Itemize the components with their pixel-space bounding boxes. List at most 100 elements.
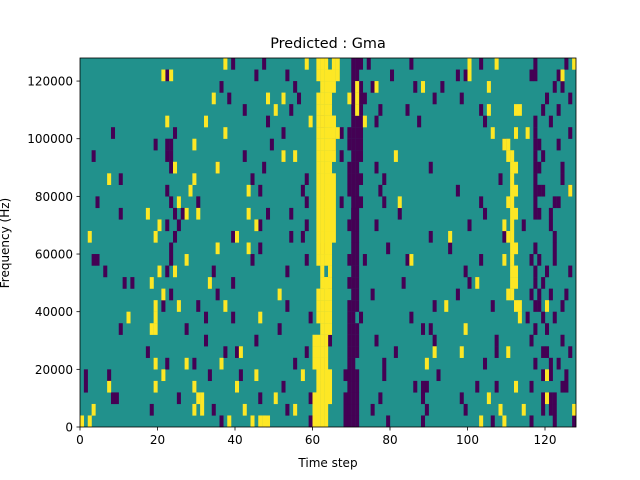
- heatmap-cell-high: [320, 184, 325, 197]
- heatmap-cell-high: [320, 242, 325, 255]
- heatmap-cell-low: [351, 277, 356, 289]
- heatmap-cell-high: [316, 104, 321, 116]
- heatmap-cell-low: [378, 104, 383, 116]
- heatmap-cell-low: [347, 392, 352, 405]
- heatmap-cell-low: [355, 334, 360, 347]
- heatmap-cell-low: [231, 230, 236, 243]
- heatmap-cell-low: [347, 415, 352, 428]
- heatmap-cell-high: [324, 230, 329, 243]
- heatmap-cell-high: [324, 219, 329, 232]
- heatmap-cell-low: [165, 150, 170, 162]
- heatmap-cell-high: [514, 104, 519, 116]
- heatmap-cell-low: [300, 184, 305, 197]
- heatmap-cell-low: [355, 392, 360, 405]
- heatmap-cell-low: [370, 403, 375, 416]
- heatmap-cell-low: [541, 277, 546, 289]
- heatmap-cell-low: [560, 334, 565, 347]
- heatmap-cell-low: [118, 323, 123, 335]
- heatmap-cell-low: [560, 161, 565, 174]
- heatmap-cell-high: [355, 92, 360, 105]
- heatmap-cell-low: [374, 161, 379, 174]
- heatmap-cell-low: [231, 277, 236, 289]
- heatmap-cell-high: [169, 69, 174, 82]
- heatmap-cell-high: [157, 219, 162, 232]
- heatmap-cell-low: [351, 403, 356, 416]
- heatmap-cell-high: [409, 254, 414, 266]
- heatmap-cell-low: [541, 392, 546, 405]
- heatmap-cell-low: [347, 403, 352, 416]
- heatmap-cell-low: [548, 357, 553, 370]
- heatmap-cell-low: [355, 380, 360, 393]
- heatmap-cell-high: [316, 207, 321, 220]
- heatmap-cell-low: [355, 288, 360, 301]
- heatmap-cell-high: [514, 277, 519, 289]
- heatmap-cell-high: [328, 242, 333, 255]
- heatmap-cell-low: [568, 346, 573, 358]
- heatmap-cell-low: [556, 104, 561, 116]
- y-tick-label: 60000: [35, 248, 73, 262]
- heatmap-cell-low: [277, 323, 282, 335]
- heatmap-cell-low: [494, 346, 499, 358]
- heatmap-cell-low: [359, 104, 364, 116]
- heatmap-cell-high: [444, 300, 449, 312]
- heatmap-cell-high: [281, 150, 286, 162]
- heatmap-cell-low: [343, 392, 348, 405]
- heatmap-cell-high: [506, 346, 511, 358]
- heatmap-cell-high: [328, 150, 333, 162]
- heatmap-cell-low: [355, 403, 360, 416]
- heatmap-cell-high: [316, 150, 321, 162]
- heatmap-cell-low: [351, 369, 356, 382]
- heatmap-cell-high: [87, 415, 92, 428]
- heatmap-cell-high: [320, 334, 325, 347]
- heatmap-cell-low: [533, 357, 538, 370]
- heatmap-cell-high: [87, 230, 92, 243]
- heatmap-cell-high: [273, 392, 278, 405]
- heatmap-cell-high: [486, 81, 491, 93]
- heatmap-cell-low: [258, 184, 263, 197]
- heatmap-cell-high: [521, 403, 526, 416]
- heatmap-cell-low: [165, 357, 170, 370]
- heatmap-cell-high: [312, 392, 317, 405]
- heatmap-cell-high: [560, 69, 565, 82]
- heatmap-cell-high: [320, 92, 325, 105]
- heatmap-cell-high: [320, 104, 325, 116]
- heatmap-cell-low: [366, 58, 371, 70]
- heatmap-cell-low: [382, 369, 387, 382]
- heatmap-cell-high: [165, 115, 170, 128]
- heatmap-cell-low: [355, 346, 360, 358]
- heatmap-cell-high: [149, 277, 154, 289]
- heatmap-cell-low: [537, 254, 542, 266]
- heatmap-cell-low: [552, 254, 557, 266]
- heatmap-cell-low: [498, 173, 503, 185]
- heatmap-cell-high: [328, 369, 333, 382]
- heatmap-cell-low: [541, 150, 546, 162]
- heatmap-cell-high: [316, 392, 321, 405]
- heatmap-cell-low: [351, 288, 356, 301]
- heatmap-cell-high: [192, 138, 197, 151]
- heatmap-cell-low: [359, 311, 364, 324]
- heatmap-cell-low: [207, 369, 212, 382]
- heatmap-cell-high: [331, 219, 336, 232]
- heatmap-cell-low: [223, 346, 228, 358]
- heatmap-cell-high: [335, 69, 340, 82]
- heatmap-cell-low: [347, 346, 352, 358]
- heatmap-cell-high: [254, 369, 259, 382]
- heatmap-cell-low: [432, 92, 437, 105]
- heatmap-cell-low: [359, 196, 364, 209]
- x-tick-label: 80: [382, 433, 397, 447]
- heatmap-cell-high: [196, 392, 201, 405]
- heatmap-cell-high: [510, 173, 515, 185]
- heatmap-cell-high: [184, 207, 189, 220]
- heatmap-cell-low: [541, 403, 546, 416]
- x-tick-label: 0: [76, 433, 84, 447]
- heatmap-cell-high: [331, 127, 336, 139]
- heatmap-cell-low: [548, 219, 553, 232]
- heatmap-cell-low: [242, 104, 247, 116]
- heatmap-cell-low: [421, 380, 426, 393]
- heatmap-cell-low: [169, 138, 174, 151]
- heatmap-cell-high: [331, 138, 336, 151]
- y-axis-ticks: 0 20000 40000 60000 80000 100000 120000: [27, 75, 80, 435]
- heatmap-cell-low: [537, 138, 542, 151]
- heatmap-cell-high: [514, 127, 519, 139]
